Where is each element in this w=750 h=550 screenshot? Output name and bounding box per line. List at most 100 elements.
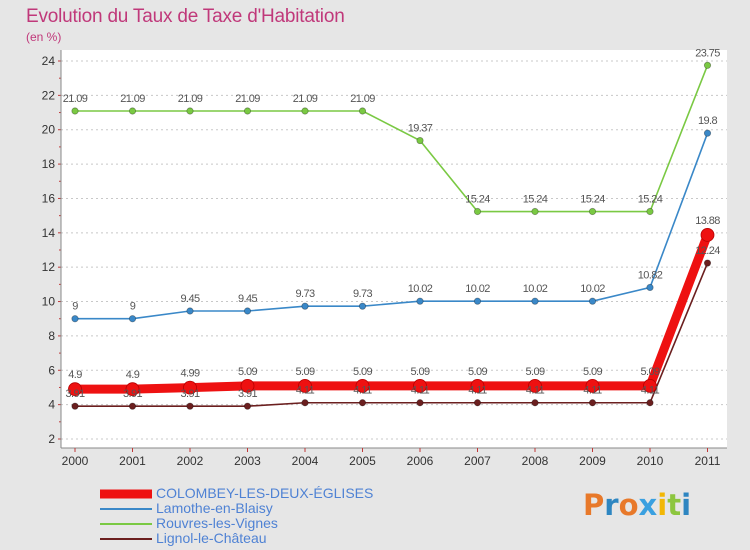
data-point	[646, 399, 654, 407]
proxiti-logo: Proxiti	[583, 488, 691, 522]
data-point	[128, 402, 137, 410]
y-tick-label: 8	[48, 329, 55, 343]
logo-letter: i	[681, 488, 692, 522]
data-label: 4.11	[411, 385, 430, 397]
data-point	[71, 107, 79, 115]
data-point	[128, 107, 137, 115]
y-tick-label: 22	[42, 88, 56, 102]
data-point	[531, 297, 539, 305]
x-tick-label: 2004	[292, 454, 319, 468]
data-point	[473, 297, 482, 305]
chart-subtitle: (en %)	[26, 30, 62, 44]
data-point	[243, 307, 252, 315]
data-point	[183, 380, 197, 395]
y-tick-label: 2	[48, 432, 55, 446]
x-tick-label: 2000	[62, 454, 89, 468]
x-tick-label: 2011	[695, 454, 721, 468]
data-label: 5.09	[353, 366, 372, 378]
data-label: 4.9	[126, 369, 140, 381]
data-label: 9.45	[238, 293, 257, 305]
data-point	[528, 379, 542, 393]
data-point	[700, 227, 715, 242]
y-tick-label: 4	[48, 398, 55, 412]
data-label: 3.91	[65, 388, 84, 400]
x-tick-label: 2005	[349, 454, 376, 468]
data-label: 15.24	[465, 194, 490, 206]
data-label: 15.24	[638, 194, 663, 206]
data-point	[243, 402, 252, 410]
logo-letter: t	[667, 488, 682, 522]
data-label: 4.9	[68, 369, 82, 381]
legend-swatch	[100, 522, 152, 525]
data-point	[470, 379, 485, 393]
data-point	[416, 399, 424, 407]
series-line	[74, 262, 709, 407]
data-point	[703, 259, 712, 267]
data-label: 4.11	[468, 385, 487, 397]
data-point	[588, 297, 597, 305]
data-label: 9	[130, 301, 136, 313]
data-point	[473, 399, 482, 407]
data-label: 4.11	[353, 385, 372, 397]
data-label: 19.37	[408, 123, 433, 135]
series-line	[74, 64, 709, 213]
legend-item: COLOMBEY-LES-DEUX-ÉGLISES	[100, 485, 430, 501]
data-label: 9.73	[295, 288, 314, 300]
data-point	[358, 107, 367, 115]
data-label: 21.09	[178, 93, 203, 105]
data-point	[531, 399, 539, 407]
legend-swatch	[100, 489, 152, 498]
data-point	[358, 302, 367, 310]
logo-letter: x	[638, 488, 658, 522]
logo-letter: r	[604, 488, 619, 522]
data-label: 10.02	[408, 283, 433, 295]
data-label: 5.09	[640, 366, 659, 378]
data-label: 5.09	[410, 366, 429, 378]
data-point	[125, 382, 140, 397]
data-point	[301, 399, 309, 407]
data-point	[71, 315, 79, 323]
logo-letter: i	[657, 488, 668, 522]
x-tick-label: 2008	[522, 454, 549, 468]
y-tick-label: 24	[42, 54, 56, 68]
data-label: 21.09	[120, 93, 145, 105]
legend-label: Rouvres-les-Vignes	[156, 515, 278, 531]
data-label: 4.11	[296, 385, 315, 397]
data-label: 5.09	[468, 366, 487, 378]
data-label: 5.09	[525, 366, 544, 378]
x-tick-label: 2003	[234, 454, 261, 468]
data-label: 21.09	[293, 93, 318, 105]
data-point	[186, 307, 194, 315]
data-point	[588, 207, 597, 216]
legend-label: Lignol-le-Château	[156, 530, 267, 546]
legend-swatch	[100, 537, 152, 540]
legend-swatch	[100, 507, 152, 510]
data-label: 21.09	[235, 93, 260, 105]
data-point	[588, 399, 597, 407]
data-label: 21.09	[63, 93, 88, 105]
data-point	[68, 382, 82, 397]
data-label: 4.11	[526, 385, 545, 397]
y-tick-label: 12	[42, 260, 56, 274]
data-point	[355, 379, 370, 393]
x-tick-label: 2002	[177, 454, 204, 468]
data-label: 9	[72, 301, 78, 313]
data-label: 21.09	[350, 93, 375, 105]
data-point	[643, 379, 657, 393]
data-point	[186, 107, 194, 115]
x-tick-label: 2007	[464, 454, 491, 468]
y-tick-label: 16	[42, 191, 56, 205]
y-tick-label: 18	[42, 157, 56, 171]
chart-title: Evolution du Taux de Taxe d'Habitation	[26, 6, 345, 27]
logo-letter: o	[618, 488, 639, 522]
data-label: 9.45	[180, 293, 199, 305]
data-point	[128, 315, 137, 323]
data-point	[186, 402, 194, 410]
data-label: 23.75	[695, 47, 720, 59]
data-point	[473, 207, 482, 216]
data-label: 9.73	[353, 288, 372, 300]
data-point	[531, 207, 539, 216]
data-point	[301, 107, 309, 115]
data-label: 13.88	[695, 215, 720, 227]
data-point	[358, 399, 367, 407]
